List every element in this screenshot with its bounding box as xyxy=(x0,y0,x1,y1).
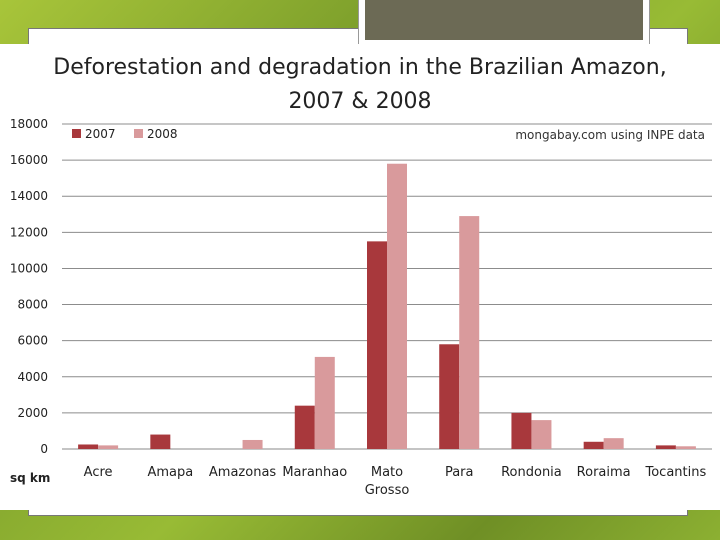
bar-2007 xyxy=(511,412,532,449)
bar-2007 xyxy=(150,434,171,449)
y-tick-label: 0 xyxy=(40,442,48,456)
source-note: mongabay.com using INPE data xyxy=(515,128,705,142)
bar-2008 xyxy=(603,438,624,449)
x-tick-label: Maranhao xyxy=(282,465,347,480)
bar-2007 xyxy=(583,441,604,449)
x-tick-label: Grosso xyxy=(365,483,410,498)
bar-chart: Deforestation and degradation in the Bra… xyxy=(10,55,712,498)
y-tick-label: 18000 xyxy=(10,117,48,131)
y-tick-label: 2000 xyxy=(17,406,48,420)
x-tick-label: Rondonia xyxy=(501,465,562,480)
legend-label-2007: 2007 xyxy=(85,127,116,141)
y-tick-label: 16000 xyxy=(10,153,48,167)
bar-2008 xyxy=(531,420,552,449)
x-tick-label: Para xyxy=(445,465,474,480)
bars xyxy=(78,163,696,449)
y-tick-label: 10000 xyxy=(10,261,48,275)
x-tick-label: Tocantins xyxy=(645,465,707,480)
x-tick-labels: Acre Amapa Amazonas Maranhao Mato Grosso Para R… xyxy=(84,465,707,498)
y-tick-label: 12000 xyxy=(10,225,48,239)
legend-swatch-2007 xyxy=(72,129,81,138)
bar-2008 xyxy=(242,439,263,449)
x-tick-label: Roraima xyxy=(577,465,631,480)
bar-2007 xyxy=(655,445,676,449)
bar-2008 xyxy=(98,445,119,449)
bar-2008 xyxy=(459,216,480,449)
legend: 2007 2008 xyxy=(72,127,178,141)
bar-2007 xyxy=(439,344,460,449)
y-tick-label: 4000 xyxy=(17,370,48,384)
bar-2008 xyxy=(387,163,407,449)
y-tick-label: 6000 xyxy=(17,334,48,348)
y-tick-labels: 0 2000 4000 6000 8000 10000 12000 14000 16000 180… xyxy=(10,117,48,456)
y-tick-label: 8000 xyxy=(17,298,48,312)
legend-swatch-2008 xyxy=(134,129,143,138)
chart-card: Deforestation and degradation in the Bra… xyxy=(0,44,720,510)
x-tick-label: Amapa xyxy=(147,465,193,480)
bar-2007 xyxy=(367,241,387,449)
x-tick-label: Acre xyxy=(84,465,113,480)
chart-title-line2: 2007 & 2008 xyxy=(288,89,431,114)
x-tick-label: Mato xyxy=(371,465,403,480)
slide-title-tab xyxy=(358,0,650,47)
y-tick-label: 14000 xyxy=(10,189,48,203)
bar-2008 xyxy=(314,356,335,449)
bar-2007 xyxy=(78,444,99,449)
y-axis-unit-label: sq km xyxy=(10,471,50,485)
legend-label-2008: 2008 xyxy=(147,127,178,141)
bar-2007 xyxy=(294,405,315,449)
x-tick-label: Amazonas xyxy=(209,465,277,480)
bar-2008 xyxy=(675,446,696,449)
slide-title-tab-fill xyxy=(365,0,643,40)
chart-title-line1: Deforestation and degradation in the Bra… xyxy=(53,55,666,80)
